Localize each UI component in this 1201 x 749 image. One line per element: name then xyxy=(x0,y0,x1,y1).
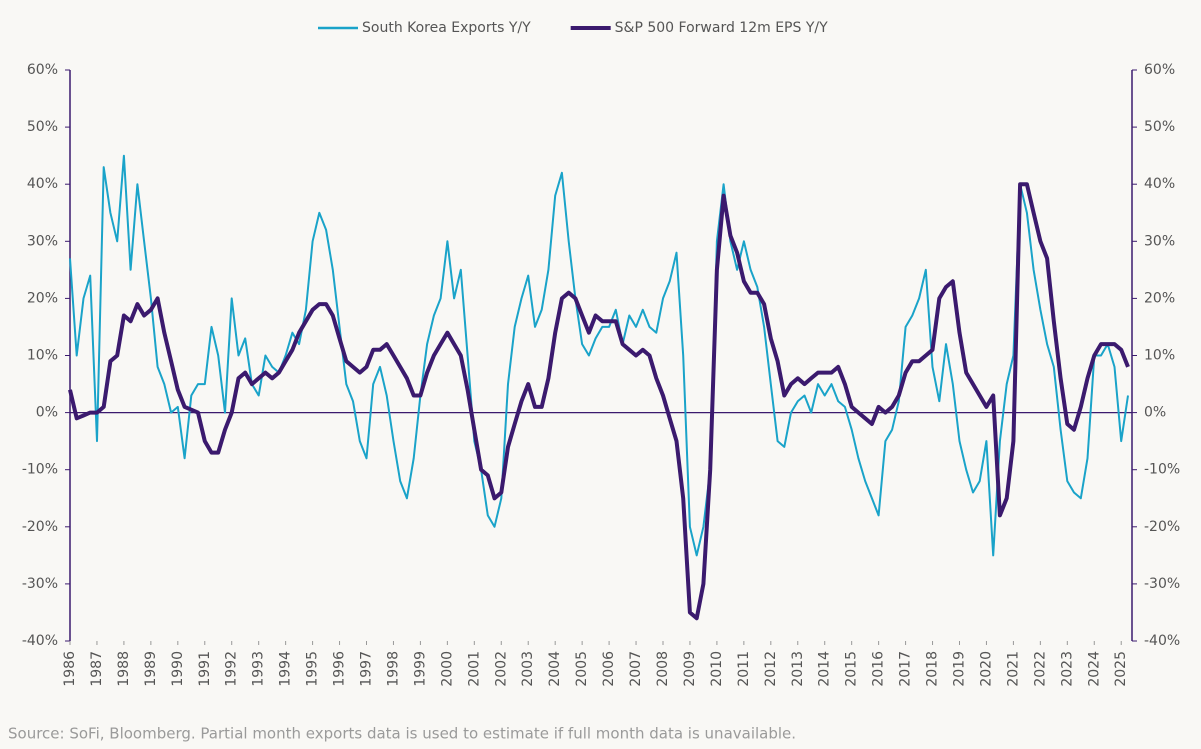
x-tick-label: 2016 xyxy=(871,651,887,687)
x-tick-label: 2018 xyxy=(925,651,941,687)
x-tick-label: 2022 xyxy=(1032,651,1048,687)
y2-tick-label: -10% xyxy=(1144,462,1180,478)
x-tick-label: 1992 xyxy=(224,651,240,687)
legend-label: S&P 500 Forward 12m EPS Y/Y xyxy=(615,20,828,36)
y-tick-label: -40% xyxy=(22,633,58,649)
y-tick-label: 40% xyxy=(27,176,58,192)
y-tick-label: 0% xyxy=(36,405,58,421)
x-tick-label: 1996 xyxy=(332,651,348,687)
x-tick-label: 2014 xyxy=(817,651,833,687)
y2-tick-label: -40% xyxy=(1144,633,1180,649)
x-tick-label: 2003 xyxy=(520,651,536,687)
y2-tick-label: -20% xyxy=(1144,519,1180,535)
x-tick-label: 2025 xyxy=(1113,651,1129,687)
x-tick-label: 2008 xyxy=(655,651,671,687)
y2-tick-label: 60% xyxy=(1144,62,1175,78)
series-line xyxy=(69,154,1129,557)
series-line xyxy=(68,182,1130,621)
x-tick-label: 2017 xyxy=(898,651,914,687)
y2-tick-label: 50% xyxy=(1144,119,1175,135)
x-tick-label: 2021 xyxy=(1005,651,1021,687)
source-note: Source: SoFi, Bloomberg. Partial month e… xyxy=(8,725,796,743)
legend-label: South Korea Exports Y/Y xyxy=(362,20,531,36)
x-tick-label: 1986 xyxy=(62,651,78,687)
x-tick-label: 1994 xyxy=(278,651,294,687)
y-tick-label: 10% xyxy=(27,348,58,364)
y2-tick-label: 30% xyxy=(1144,233,1175,249)
x-tick-label: 2010 xyxy=(709,651,725,687)
x-tick-label: 2000 xyxy=(439,651,455,687)
x-tick-label: 1987 xyxy=(89,651,105,687)
y2-tick-label: 10% xyxy=(1144,348,1175,364)
y-tick-label: -30% xyxy=(22,576,58,592)
x-tick-label: 2009 xyxy=(682,651,698,687)
x-tick-label: 2004 xyxy=(547,651,563,687)
y2-tick-label: 0% xyxy=(1144,405,1166,421)
x-tick-label: 2006 xyxy=(601,651,617,687)
x-tick-label: 1999 xyxy=(412,651,428,687)
x-tick-label: 2015 xyxy=(844,651,860,687)
x-tick-label: 2001 xyxy=(466,651,482,687)
x-tick-label: 2023 xyxy=(1059,651,1075,687)
x-tick-label: 1991 xyxy=(197,651,213,687)
y-tick-label: 30% xyxy=(27,233,58,249)
y2-tick-label: 20% xyxy=(1144,290,1175,306)
x-tick-label: 2024 xyxy=(1086,651,1102,687)
x-tick-label: 2013 xyxy=(790,651,806,687)
x-tick-label: 1993 xyxy=(251,651,267,687)
x-tick-label: 1997 xyxy=(358,651,374,687)
x-tick-label: 1989 xyxy=(143,651,159,687)
x-tick-label: 2020 xyxy=(978,651,994,687)
y-tick-label: 20% xyxy=(27,290,58,306)
x-tick-label: 1998 xyxy=(385,651,401,687)
x-tick-label: 2011 xyxy=(736,651,752,687)
x-tick-label: 1990 xyxy=(170,651,186,687)
x-tick-label: 1995 xyxy=(305,651,321,687)
x-tick-label: 1988 xyxy=(116,651,132,687)
y-tick-label: 60% xyxy=(27,62,58,78)
x-tick-label: 2019 xyxy=(951,651,967,687)
y2-tick-label: 40% xyxy=(1144,176,1175,192)
y-tick-label: 50% xyxy=(27,119,58,135)
x-tick-label: 2007 xyxy=(628,651,644,687)
x-tick-label: 2002 xyxy=(493,651,509,687)
y-tick-label: -10% xyxy=(22,462,58,478)
y-tick-label: -20% xyxy=(22,519,58,535)
x-tick-label: 2005 xyxy=(574,651,590,687)
x-tick-label: 2012 xyxy=(763,651,779,687)
y2-tick-label: -30% xyxy=(1144,576,1180,592)
